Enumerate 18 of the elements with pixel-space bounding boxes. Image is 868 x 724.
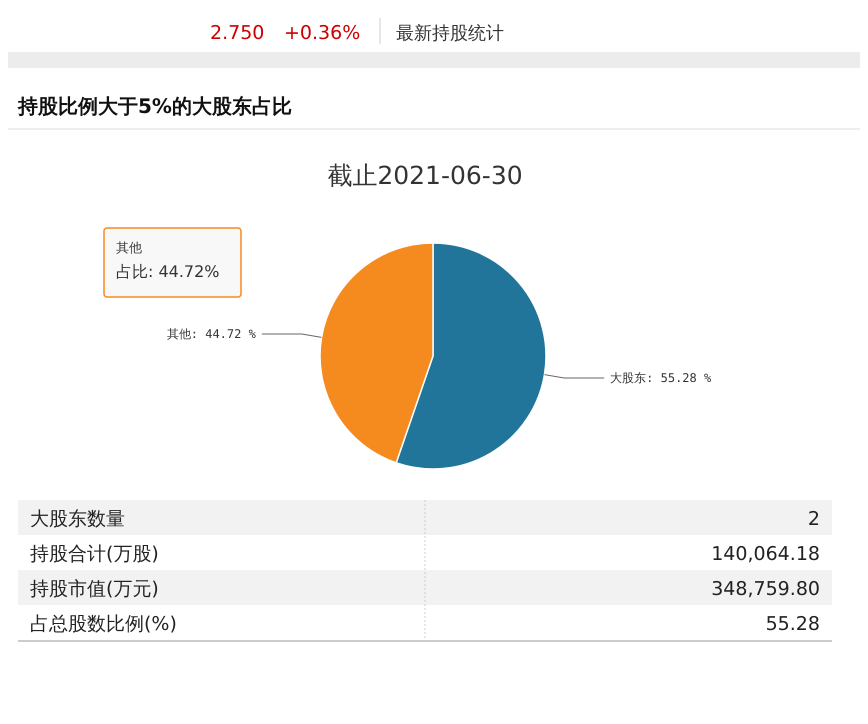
text: 最新持股统计 [396, 23, 504, 44]
text: 2 [808, 508, 820, 530]
slice-label: 其他 [166, 327, 191, 342]
data-label: : 55.28 % [646, 370, 712, 385]
text: +0.36% [284, 22, 360, 44]
chart-title: 截止2021-06-30 [327, 161, 523, 190]
text: 大股东数量 [30, 508, 125, 530]
text: 持股合计(万股) [30, 543, 159, 565]
text: 持股市值(万元) [30, 578, 159, 600]
text: 140,064.18 [711, 543, 820, 565]
text: 持股比例大于5%的大股东占比 [17, 94, 292, 118]
text: 348,759.80 [711, 578, 820, 600]
text: 占总股数比例(%) [30, 613, 177, 635]
data-label: : 44.72 % [190, 327, 257, 342]
tooltip-box: 其他 占比: 44.72% [103, 227, 242, 298]
text: 2.750 [210, 22, 264, 44]
text: 55.28 [766, 613, 820, 635]
slice-label: 大股东 [610, 370, 646, 385]
